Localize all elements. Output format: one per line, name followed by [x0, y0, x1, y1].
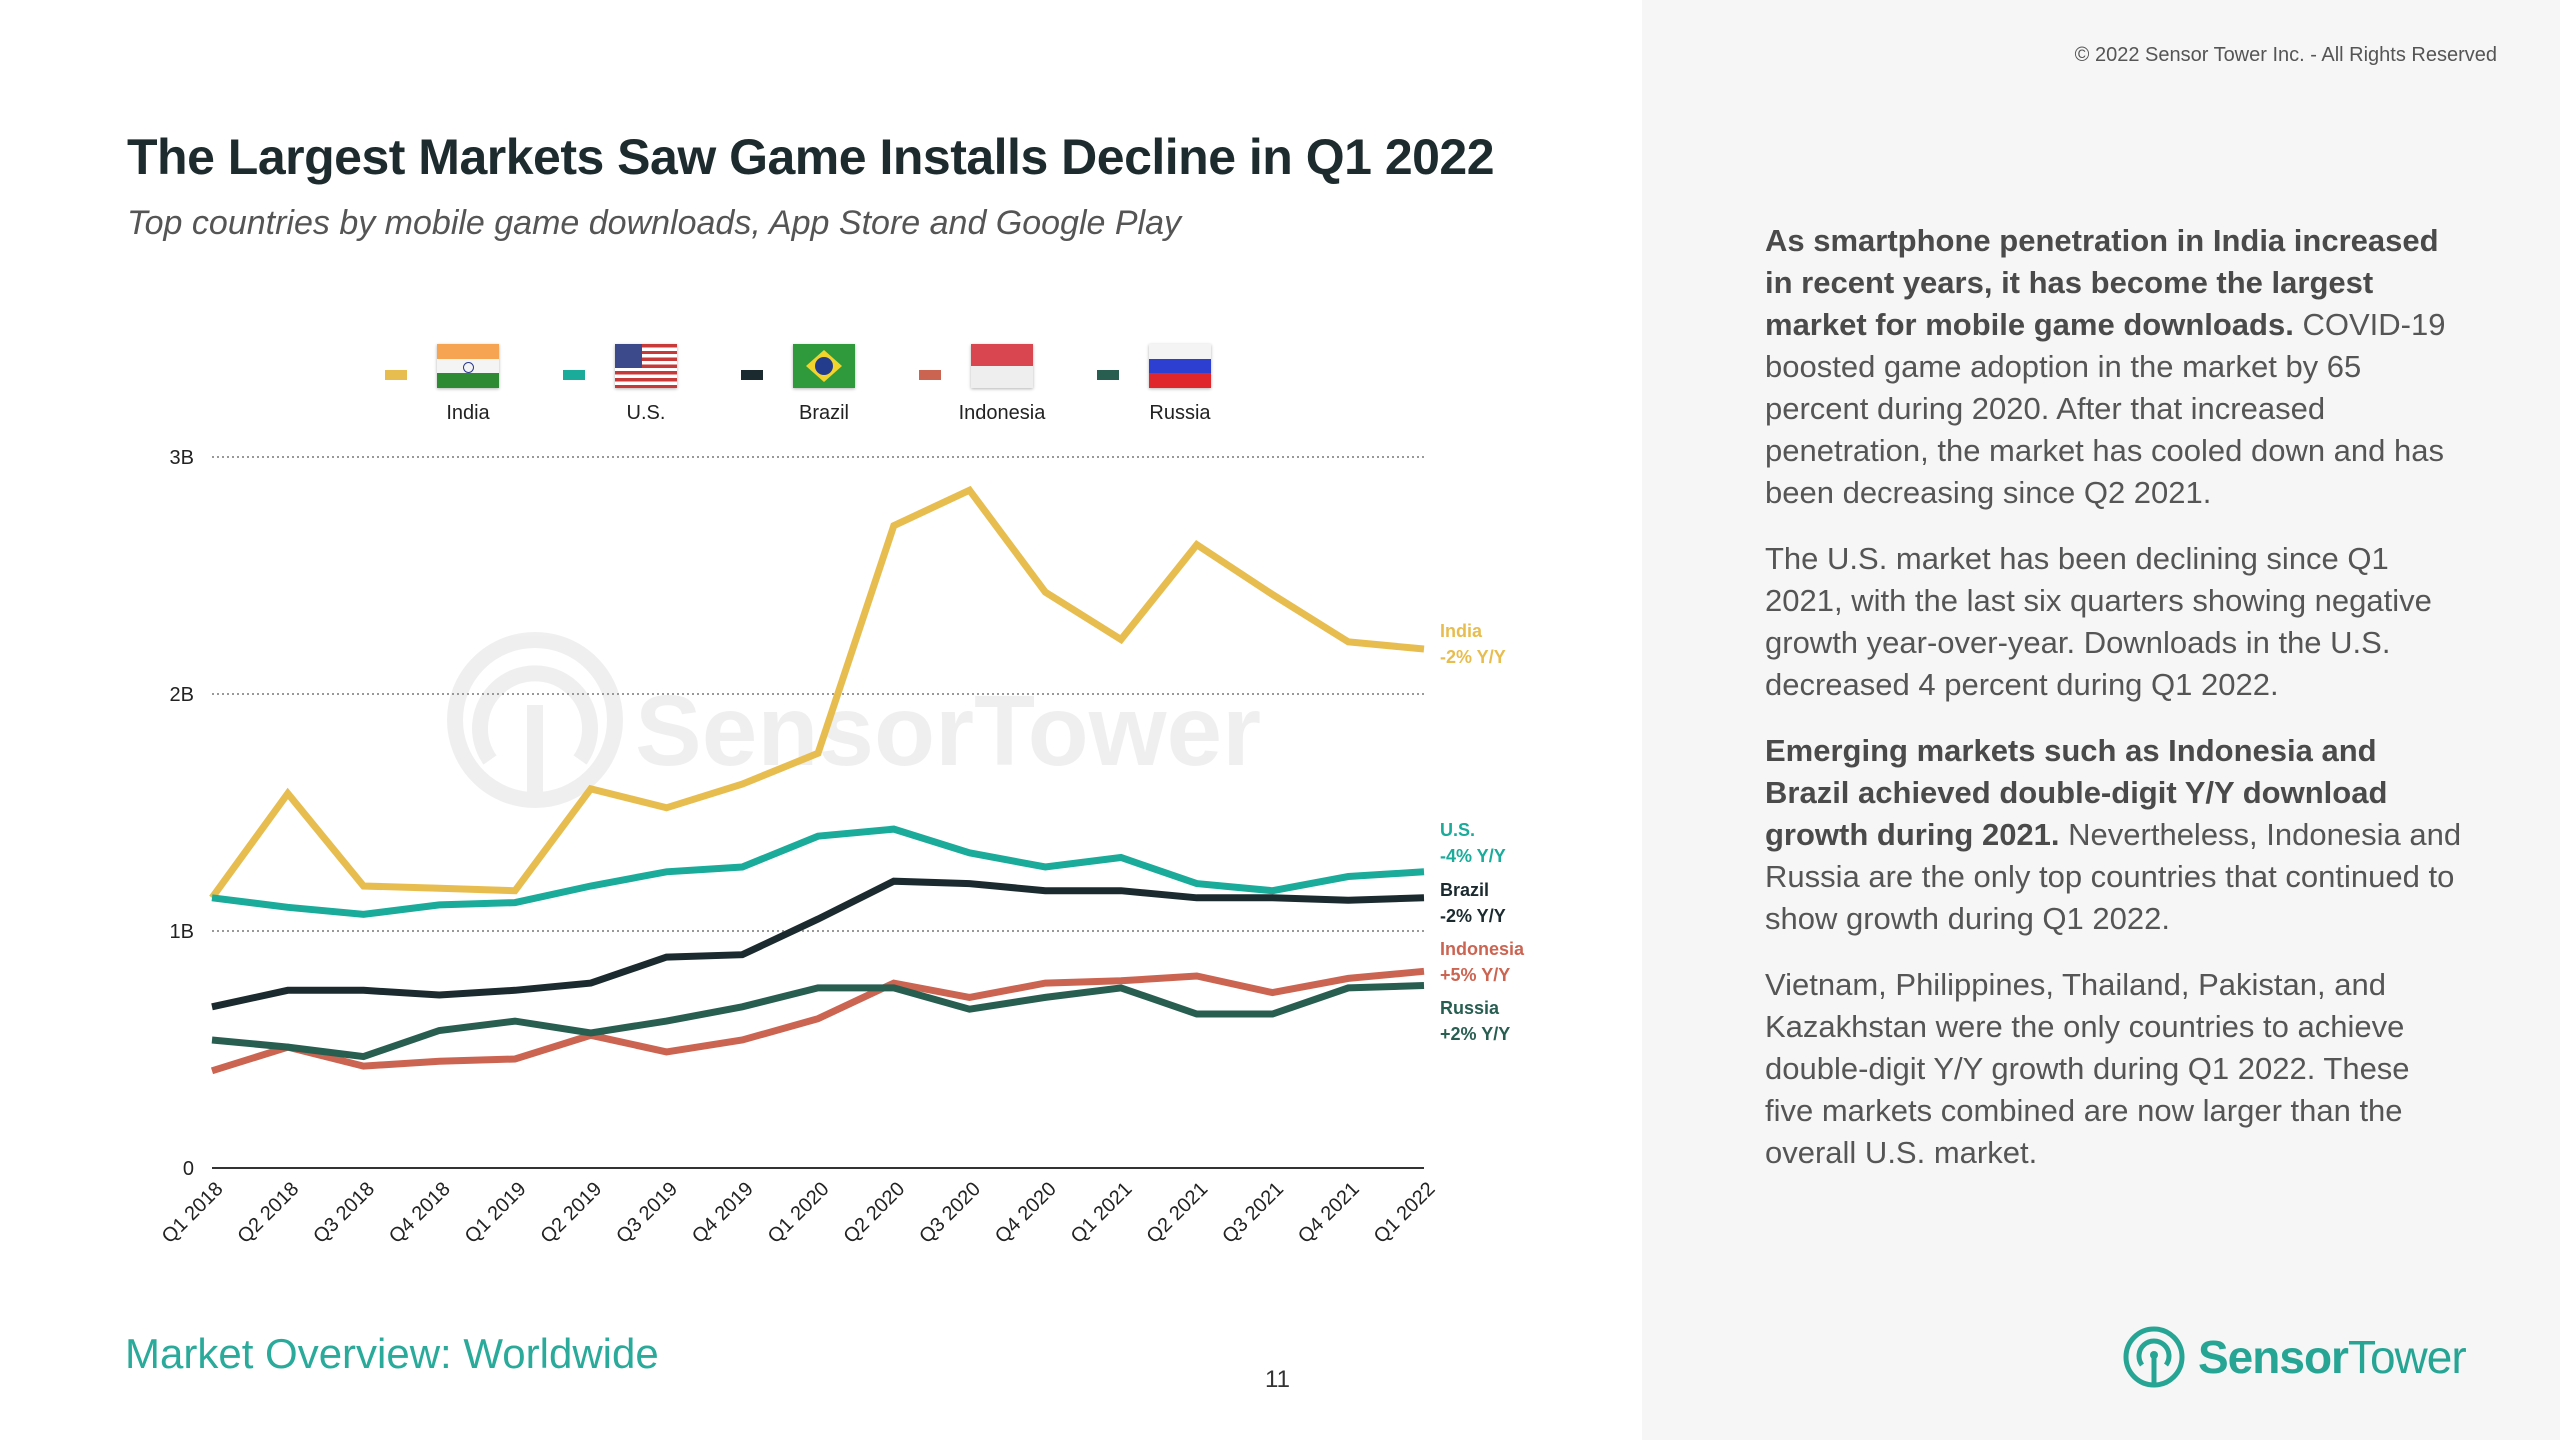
x-tick-label: Q3 2019 [612, 1178, 682, 1248]
x-tick-label: Q3 2021 [1218, 1178, 1288, 1248]
legend-swatch [1097, 370, 1119, 380]
page-subtitle: Top countries by mobile game downloads, … [127, 204, 1182, 242]
series-end-change: -2% Y/Y [1440, 906, 1506, 926]
legend-label: U.S. [626, 402, 666, 424]
series-end-label: Indonesia [1440, 939, 1525, 959]
paragraph-growth-markets: Vietnam, Philippines, Thailand, Pakistan… [1765, 967, 2410, 1170]
x-tick-label: Q4 2018 [385, 1178, 455, 1248]
legend-label: India [446, 402, 490, 424]
section-title: Market Overview: Worldwide [125, 1330, 659, 1377]
paragraph-highlight: Emerging markets such as Indonesia and B… [1765, 733, 2388, 852]
logo-text: SensorTower [2198, 1330, 2467, 1384]
x-tick-label: Q1 2020 [764, 1178, 834, 1248]
legend-swatch [741, 370, 763, 380]
legend-label: Russia [1149, 402, 1211, 424]
x-tick-label: Q3 2018 [309, 1178, 379, 1248]
svg-text:SensorTower: SensorTower [635, 675, 1261, 787]
tower-icon [2123, 1326, 2185, 1388]
x-tick-label: Q4 2021 [1294, 1178, 1364, 1248]
series-end-label: Brazil [1440, 880, 1489, 900]
x-tick-label: Q4 2019 [688, 1178, 758, 1248]
y-tick-label: 1B [170, 921, 194, 943]
series-end-change: -4% Y/Y [1440, 846, 1506, 866]
legend-item: U.S. [563, 340, 741, 440]
paragraph-us: The U.S. market has been declining since… [1765, 541, 2432, 702]
series-line-us [211, 825, 1425, 918]
legend-item: Brazil [741, 340, 919, 440]
india-flag-icon [437, 344, 499, 388]
series-end-change: +5% Y/Y [1440, 965, 1510, 985]
legend-label: Indonesia [958, 402, 1046, 424]
legend-swatch [919, 370, 941, 380]
series-end-change: -2% Y/Y [1440, 647, 1506, 667]
series-end-label: U.S. [1440, 820, 1475, 840]
logo-text-bold: Sensor [2198, 1331, 2349, 1383]
x-tick-label: Q4 2020 [991, 1178, 1061, 1248]
legend-item: India [385, 340, 563, 440]
copyright: © 2022 Sensor Tower Inc. - All Rights Re… [2074, 44, 2497, 66]
paragraph-text: Nevertheless, Indonesia and Russia are t… [1765, 817, 2462, 936]
page-number: 11 [1265, 1366, 1290, 1393]
legend-item: Russia [1097, 340, 1275, 440]
x-tick-label: Q1 2022 [1370, 1178, 1440, 1248]
x-tick-label: Q2 2020 [839, 1178, 909, 1248]
x-tick-label: Q1 2018 [158, 1178, 228, 1248]
y-tick-label: 2B [170, 684, 194, 706]
y-tick-label: 3B [170, 447, 194, 469]
legend-item: Indonesia [919, 340, 1097, 440]
legend-swatch [563, 370, 585, 380]
commentary: As smartphone penetration in India incre… [1765, 220, 2465, 1198]
russia-flag-icon [1149, 344, 1211, 388]
x-tick-label: Q2 2021 [1142, 1178, 1212, 1248]
logo-text-light: Tower [2347, 1331, 2467, 1383]
legend-label: Brazil [798, 402, 849, 424]
us-flag-icon [615, 344, 677, 388]
right-panel [1642, 0, 2560, 1440]
watermark: SensorTower [447, 632, 1261, 808]
legend-swatch [385, 370, 407, 380]
x-tick-label: Q2 2018 [233, 1178, 303, 1248]
paragraph-text: COVID-19 boosted game adoption in the ma… [1765, 307, 2446, 510]
sensor-tower-logo: SensorTower [2122, 1325, 2467, 1389]
paragraph-india: As smartphone penetration in India incre… [1765, 220, 2465, 514]
indonesia-flag-icon [971, 344, 1033, 388]
x-tick-label: Q3 2020 [915, 1178, 985, 1248]
page-title: The Largest Markets Saw Game Installs De… [127, 129, 1495, 185]
series-end-label: Russia [1440, 998, 1500, 1018]
paragraph-emerging: Emerging markets such as Indonesia and B… [1765, 730, 2465, 940]
x-tick-label: Q1 2019 [461, 1178, 531, 1248]
y-tick-label: 0 [183, 1158, 194, 1180]
x-tick-label: Q2 2019 [536, 1178, 606, 1248]
paragraph-highlight: As smartphone penetration in India incre… [1765, 223, 2439, 342]
series-end-label: India [1440, 621, 1483, 641]
x-tick-label: Q1 2021 [1067, 1178, 1137, 1248]
brazil-flag-icon [793, 344, 855, 388]
series-end-change: +2% Y/Y [1440, 1024, 1510, 1044]
